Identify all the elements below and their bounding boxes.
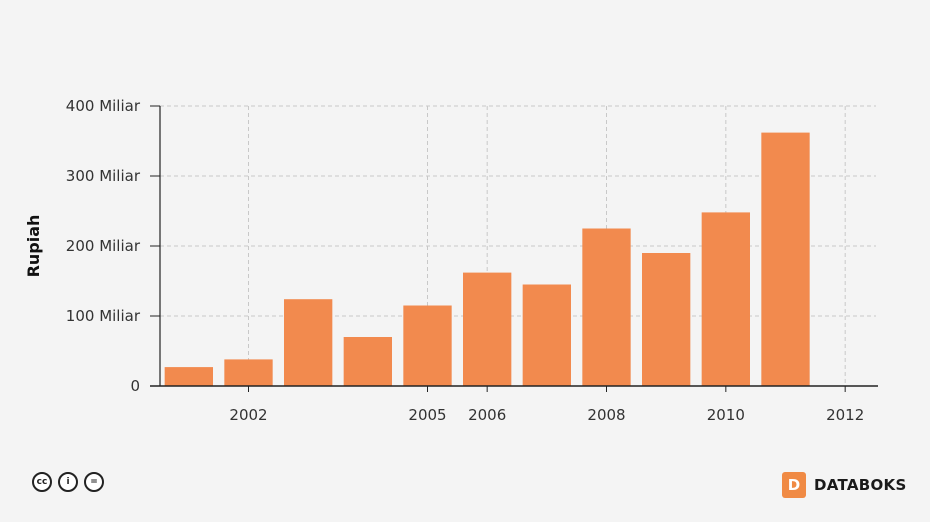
axes: [150, 105, 878, 392]
bar-2010: [701, 212, 750, 386]
x-tick-label: 2010: [707, 406, 745, 424]
y-tick-label: 400 Miliar: [66, 97, 141, 115]
x-tick-labels: 2002 2005 2006 2008 2010 2012: [229, 406, 864, 424]
by-icon: i: [58, 472, 78, 492]
y-tick-label: 300 Miliar: [66, 167, 141, 185]
y-tick-label: 0: [130, 377, 140, 395]
bar-2011: [761, 132, 810, 386]
bar-2004: [343, 337, 392, 386]
license-icons: cc i =: [32, 472, 104, 492]
databoks-logo-icon: D: [782, 472, 806, 498]
y-axis-label: Rupiah: [24, 215, 43, 278]
y-tick-label: 200 Miliar: [66, 237, 141, 255]
bar-2006: [463, 272, 512, 386]
bar-2008: [582, 228, 631, 386]
bars: [164, 132, 810, 386]
brand-name: DATABOKS: [814, 476, 907, 494]
x-tick-label: 2012: [826, 406, 864, 424]
bar-2003: [284, 299, 333, 386]
y-tick-label: 100 Miliar: [66, 307, 141, 325]
x-tick-label: 2008: [587, 406, 625, 424]
bar-2001: [164, 367, 213, 386]
bar-2009: [642, 253, 691, 386]
cc-icon: cc: [32, 472, 52, 492]
x-tick-label: 2005: [408, 406, 446, 424]
y-tick-labels: 0 100 Miliar 200 Miliar 300 Miliar 400 Milia…: [66, 97, 141, 395]
bar-chart: 0 100 Miliar 200 Miliar 300 Miliar 400 Milia…: [24, 97, 878, 424]
bar-2005: [403, 305, 452, 386]
bar-2002: [224, 359, 273, 386]
brand-logo: D DATABOKS: [782, 472, 907, 498]
bar-2007: [522, 284, 571, 386]
x-tick-label: 2002: [229, 406, 267, 424]
x-tick-label: 2006: [468, 406, 506, 424]
nd-icon: =: [84, 472, 104, 492]
